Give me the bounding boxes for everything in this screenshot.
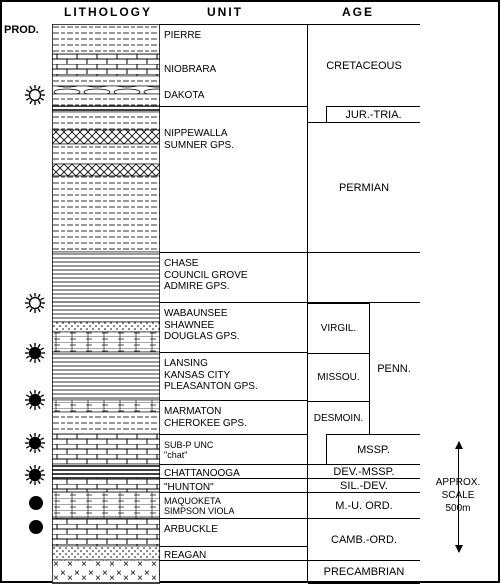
age-label <box>308 252 420 302</box>
lith-layer <box>52 164 160 176</box>
unit-separator <box>160 518 307 519</box>
lith-layer <box>52 176 160 252</box>
unit-separator <box>160 546 307 547</box>
unit-separator <box>160 24 307 25</box>
age-label: MSSP. <box>326 434 420 464</box>
scale-label: APPROX.SCALE500m <box>424 476 492 515</box>
unit-label: MAQUOKETASIMPSON VIOLA <box>160 494 307 516</box>
unit-label: LANSINGKANSAS CITYPLEASANTON GPS. <box>160 356 307 398</box>
age-sub-label: VIRGIL. <box>308 303 370 353</box>
lith-layer <box>52 112 160 130</box>
column-production: PROD. <box>2 24 52 581</box>
prod-sun-open-icon <box>24 292 46 314</box>
age-main-label: PENN. <box>372 303 416 434</box>
lith-layer <box>52 546 160 560</box>
lith-layer <box>52 94 160 106</box>
lith-layer <box>52 492 160 518</box>
lith-layer <box>52 464 160 478</box>
lith-layer <box>52 352 160 400</box>
lith-layer <box>52 130 160 144</box>
unit-label: REAGAN <box>160 548 307 560</box>
lith-layer <box>52 86 160 94</box>
prod-sun-filled-icon <box>24 432 46 454</box>
unit-label: CHASECOUNCIL GROVEADMIRE GPS. <box>160 256 307 298</box>
header-lithology: LITHOLOGY <box>64 5 152 19</box>
unit-separator <box>160 400 307 401</box>
age-label: CAMB.-ORD. <box>308 518 420 560</box>
unit-separator <box>160 464 307 465</box>
lithology-svg: × × <box>52 24 160 584</box>
lith-layer <box>52 24 160 54</box>
age-label: DEV.-MSSP. <box>308 464 420 478</box>
unit-separator <box>160 434 307 435</box>
lith-layer <box>52 478 160 492</box>
unit-label: SUB-P UNC"chat" <box>160 438 307 462</box>
unit-separator <box>160 106 307 107</box>
prod-sun-filled-icon <box>24 342 46 364</box>
unit-separator <box>160 252 307 253</box>
unit-label: NIPPEWALLASUMNER GPS. <box>160 126 307 178</box>
age-label: CRETACEOUS <box>308 24 420 106</box>
lith-layer <box>52 400 160 412</box>
lith-layer <box>52 144 160 164</box>
age-sub-label: MISSOU. <box>308 353 370 401</box>
column-headers: LITHOLOGY UNIT AGE <box>2 2 498 24</box>
lith-layer <box>52 302 160 322</box>
unit-separator <box>160 302 307 303</box>
age-sub-label: DESMOIN. <box>308 401 370 435</box>
header-age: AGE <box>342 5 374 19</box>
lith-layer <box>52 412 160 434</box>
prod-sun-open-icon <box>24 84 46 106</box>
lith-layer <box>52 518 160 546</box>
header-prod: PROD. <box>4 24 39 36</box>
unit-label: "HUNTON" <box>160 480 307 492</box>
age-label: VIRGIL.MISSOU.DESMOIN.PENN. <box>308 302 420 434</box>
lith-layer <box>52 106 160 112</box>
stratigraphic-column: LITHOLOGY UNIT AGE PROD. <box>0 0 500 583</box>
unit-label: PIERRE <box>160 28 307 54</box>
column-lithology: × × <box>52 24 160 581</box>
age-label: SIL.-DEV. <box>308 478 420 492</box>
unit-label: NIOBRARA <box>160 62 307 80</box>
prod-sun-filled-icon <box>24 389 46 411</box>
age-label: PRECAMBRIAN <box>308 560 420 583</box>
column-age: CRETACEOUSJUR.-TRIA.PERMIAN VIRGIL.MISSOU… <box>308 24 420 581</box>
lith-layer <box>52 76 160 86</box>
age-label: M.-U. ORD. <box>308 492 420 518</box>
unit-label: WABAUNSEESHAWNEEDOUGLAS GPS. <box>160 306 307 348</box>
age-label: JUR.-TRIA. <box>326 106 420 122</box>
column-unit: PIERRE NIOBRARA DAKOTA NIPPEWALLASUMNER GPS… <box>160 24 308 581</box>
lith-layer <box>52 434 160 464</box>
prod-dot-marker <box>29 520 43 534</box>
lith-layer <box>52 252 160 302</box>
prod-sun-filled-icon <box>24 464 46 486</box>
unit-label: CHATTANOOGA <box>160 466 307 478</box>
lith-layer <box>52 560 160 583</box>
lith-layer <box>52 322 160 332</box>
lith-layer <box>52 54 160 76</box>
unit-label: ARBUCKLE <box>160 522 307 544</box>
header-unit: UNIT <box>207 5 243 19</box>
prod-dot-marker <box>29 496 43 510</box>
unit-label: DAKOTA <box>160 88 307 104</box>
unit-separator <box>160 352 307 353</box>
age-label: PERMIAN <box>308 122 420 252</box>
lith-layer <box>52 332 160 352</box>
column-scale: APPROX.SCALE500m <box>420 24 498 581</box>
unit-label: MARMATONCHEROKEE GPS. <box>160 404 307 432</box>
